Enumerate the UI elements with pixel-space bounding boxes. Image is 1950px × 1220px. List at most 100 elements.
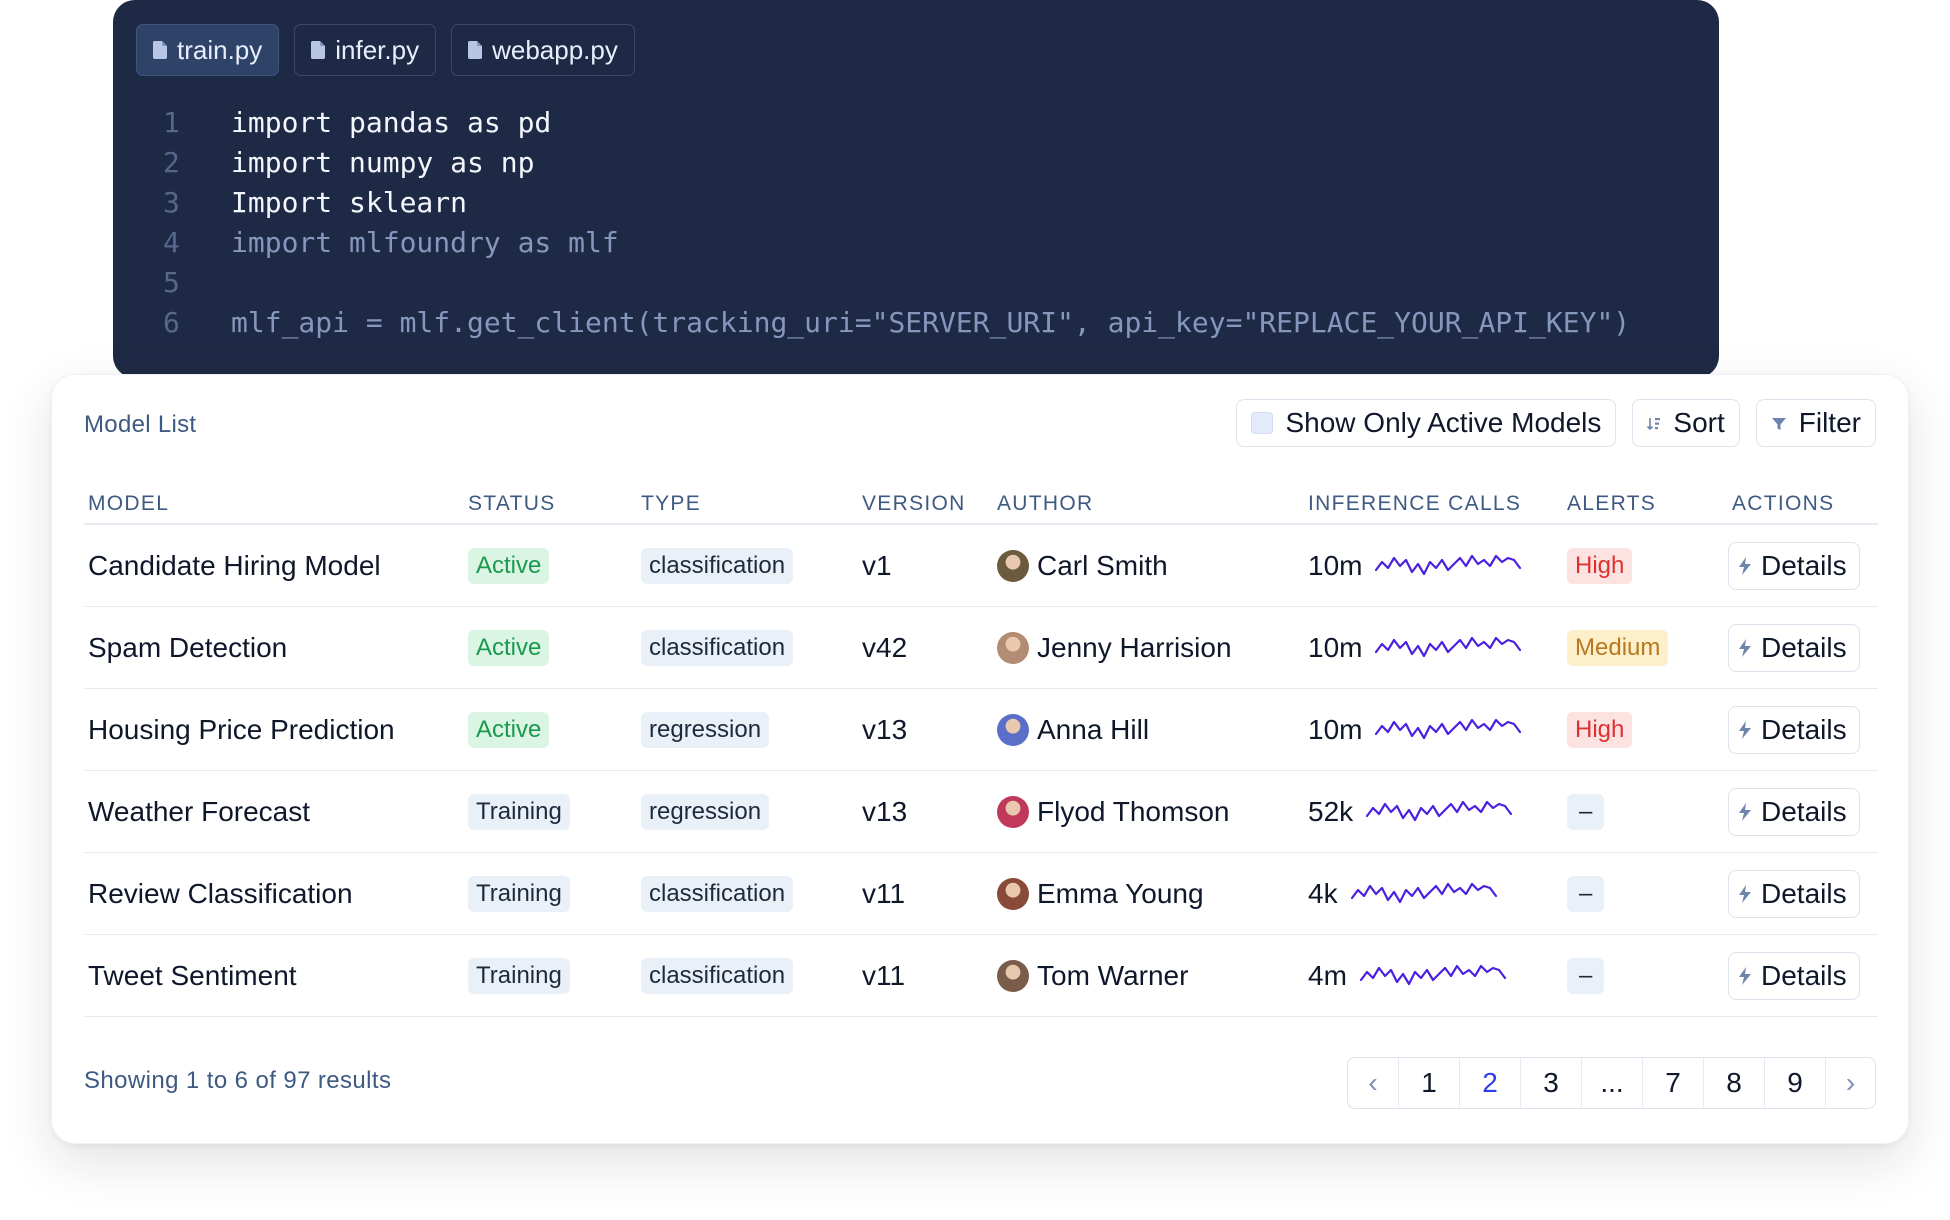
bolt-icon xyxy=(1739,796,1751,828)
sort-button[interactable]: Sort xyxy=(1632,399,1740,447)
inference-calls: 10m xyxy=(1308,632,1567,664)
details-label: Details xyxy=(1761,959,1847,991)
author-name: Anna Hill xyxy=(1037,713,1150,745)
model-list-card: Model List Show Only Active Models Sort … xyxy=(51,374,1909,1144)
code-editor: train.py infer.py webapp.py 1 import pan… xyxy=(113,0,1719,378)
bolt-icon xyxy=(1739,632,1751,664)
column-header[interactable]: ALERTS xyxy=(1567,492,1657,515)
alert-badge: High xyxy=(1567,547,1633,584)
tab-train-py[interactable]: train.py xyxy=(136,24,280,76)
author-name: Emma Young xyxy=(1037,877,1204,909)
status-badge: Active xyxy=(468,711,550,748)
sparkline xyxy=(1375,718,1522,739)
code-line: 4 import mlfoundry as mlf xyxy=(163,223,1630,263)
toolbar: Show Only Active Models Sort Filter xyxy=(1236,399,1876,447)
version: v11 xyxy=(862,877,906,909)
details-button[interactable]: Details xyxy=(1728,623,1860,672)
avatar xyxy=(997,877,1029,910)
page-button[interactable]: 8 xyxy=(1703,1058,1764,1108)
alert-badge: – xyxy=(1567,875,1605,912)
avatar xyxy=(997,631,1029,664)
status-badge: Active xyxy=(468,629,550,666)
file-icon xyxy=(311,41,326,59)
line-number: 2 xyxy=(163,146,180,179)
model-table: MODEL STATUS TYPE VERSION AUTHOR INFEREN… xyxy=(84,485,1878,1017)
type-badge: classification xyxy=(641,629,794,666)
page-button[interactable]: 3 xyxy=(1520,1058,1581,1108)
prev-page-button[interactable]: ‹ xyxy=(1348,1058,1398,1108)
show-active-only-toggle[interactable]: Show Only Active Models xyxy=(1236,399,1617,447)
page-button[interactable]: 9 xyxy=(1764,1058,1825,1108)
sparkline xyxy=(1359,964,1507,985)
tab-webapp-py[interactable]: webapp.py xyxy=(451,24,635,76)
model-name: Weather Forecast xyxy=(88,795,311,827)
table-row[interactable]: Tweet Sentiment Training classification v11… xyxy=(84,935,1878,1017)
author: Jenny Harrision xyxy=(997,631,1308,664)
model-name: Housing Price Prediction xyxy=(88,713,395,745)
table-row[interactable]: Review Classification Training classificat… xyxy=(84,853,1878,935)
sparkline xyxy=(1350,882,1497,903)
author: Carl Smith xyxy=(997,549,1308,582)
code-text: import numpy as np xyxy=(231,146,535,179)
pagination: ‹ 1 2 3 ... 7 8 9 › xyxy=(1347,1057,1876,1109)
model-name: Tweet Sentiment xyxy=(88,959,297,991)
filter-button[interactable]: Filter xyxy=(1755,399,1876,447)
details-button[interactable]: Details xyxy=(1728,869,1860,918)
type-badge: classification xyxy=(641,547,794,584)
sparkline xyxy=(1375,554,1522,575)
code-area[interactable]: 1 import pandas as pd 2 import numpy as … xyxy=(163,103,1630,343)
type-badge: regression xyxy=(641,711,770,748)
code-line: 6 mlf_api = mlf.get_client(tracking_uri=… xyxy=(163,303,1630,343)
column-header[interactable]: AUTHOR xyxy=(997,492,1094,515)
column-header[interactable]: INFERENCE CALLS xyxy=(1308,492,1522,515)
details-button[interactable]: Details xyxy=(1728,541,1860,590)
column-header[interactable]: MODEL xyxy=(88,492,170,515)
line-number: 4 xyxy=(163,226,180,259)
tab-infer-py[interactable]: infer.py xyxy=(294,24,437,76)
sort-icon xyxy=(1647,407,1661,439)
type-badge: classification xyxy=(641,875,794,912)
card-title: Model List xyxy=(84,411,197,438)
details-label: Details xyxy=(1761,713,1847,745)
version: v11 xyxy=(862,959,906,991)
status-badge: Training xyxy=(468,875,570,912)
checkbox[interactable] xyxy=(1251,412,1274,434)
code-text: Import sklearn xyxy=(231,186,468,219)
inference-calls: 10m xyxy=(1308,550,1567,582)
code-text: import mlfoundry as mlf xyxy=(231,226,619,259)
avatar xyxy=(997,795,1029,828)
version: v1 xyxy=(862,549,892,581)
code-line: 2 import numpy as np xyxy=(163,143,1630,183)
sort-label: Sort xyxy=(1673,407,1725,438)
table-row[interactable]: Candidate Hiring Model Active classificati… xyxy=(84,525,1878,607)
line-number: 1 xyxy=(163,106,180,139)
next-page-button[interactable]: › xyxy=(1825,1058,1875,1108)
file-icon xyxy=(468,41,483,59)
alert-badge: Medium xyxy=(1567,629,1669,666)
column-header[interactable]: ACTIONS xyxy=(1732,492,1835,515)
table-row[interactable]: Housing Price Prediction Active regression… xyxy=(84,689,1878,771)
details-button[interactable]: Details xyxy=(1728,951,1860,1000)
details-button[interactable]: Details xyxy=(1728,705,1860,754)
calls-count: 10m xyxy=(1308,549,1363,581)
filter-label: Filter xyxy=(1798,407,1861,438)
code-text: import pandas as pd xyxy=(231,106,552,139)
tab-label: train.py xyxy=(177,34,263,65)
page-button[interactable]: 7 xyxy=(1642,1058,1703,1108)
table-row[interactable]: Weather Forecast Training regression v13 Fly… xyxy=(84,771,1878,853)
column-header[interactable]: VERSION xyxy=(862,492,966,515)
inference-calls: 52k xyxy=(1308,796,1567,828)
model-name: Spam Detection xyxy=(88,631,288,663)
details-label: Details xyxy=(1761,877,1847,909)
details-label: Details xyxy=(1761,795,1847,827)
page-button[interactable]: 1 xyxy=(1398,1058,1459,1108)
details-button[interactable]: Details xyxy=(1728,787,1860,836)
calls-count: 4k xyxy=(1308,877,1338,909)
version: v13 xyxy=(862,713,908,745)
page-button-current[interactable]: 2 xyxy=(1459,1058,1520,1108)
column-header[interactable]: STATUS xyxy=(468,492,556,515)
code-line: 5 xyxy=(163,263,1630,303)
column-header[interactable]: TYPE xyxy=(641,492,702,515)
table-row[interactable]: Spam Detection Active classification v42 Jen… xyxy=(84,607,1878,689)
type-badge: classification xyxy=(641,957,794,994)
